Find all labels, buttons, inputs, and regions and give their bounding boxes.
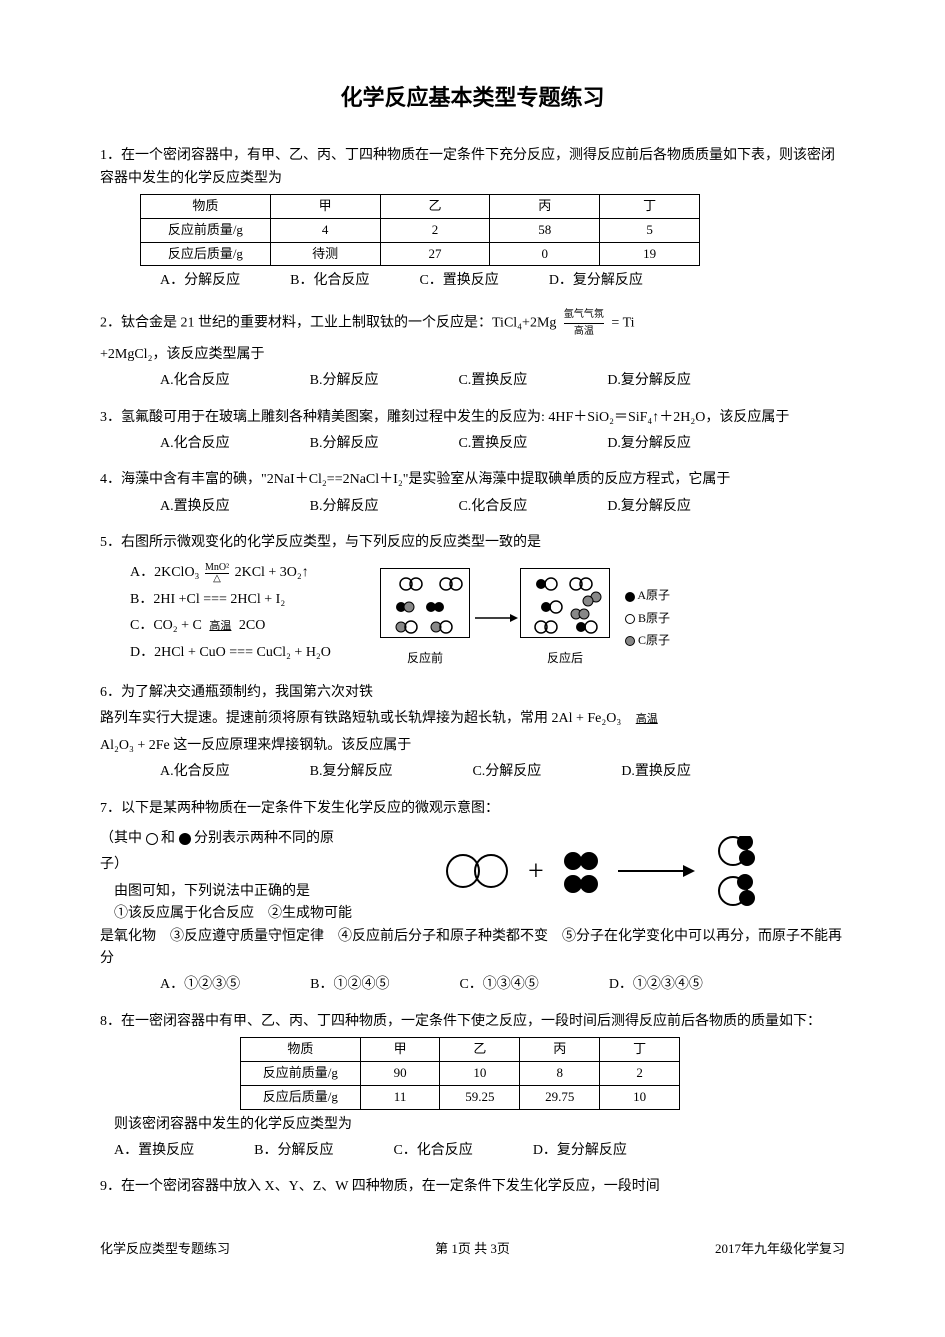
- question-2: 2．钛合金是 21 世纪的重要材料，工业上制取钛的一个反应是：TiCl₄+2Mg…: [100, 307, 845, 393]
- q6-options: A.化合反应B.复分解反应C.分解反应D.置换反应: [160, 761, 845, 783]
- footer-center: 第 1页 共 3页: [435, 1239, 510, 1260]
- q1-options: A．分解反应B．化合反应C．置换反应D．复分解反应: [160, 270, 845, 292]
- page-footer: 化学反应类型专题练习 第 1页 共 3页 2017年九年级化学复习: [100, 1239, 845, 1260]
- q3-options: A.化合反应B.分解反应C.置换反应D.复分解反应: [160, 433, 845, 455]
- q8-table: 物质 甲 乙 丙 丁 反应前质量/g901082 反应后质量/g1159.252…: [240, 1037, 680, 1109]
- question-3: 3．氢氟酸可用于在玻璃上雕刻各种精美图案，雕刻过程中发生的反应为: 4HF＋Si…: [100, 407, 845, 456]
- question-6: 6．为了解决交通瓶颈制约，我国第六次对铁 路列车实行大提速。提速前须将原有铁路短…: [100, 682, 845, 784]
- q4-text: 4．海藻中含有丰富的碘，"2NaI＋Cl₂==2NaCl＋I₂"是实验室从海藻中…: [100, 469, 845, 491]
- question-7: 7．以下是某两种物质在一定条件下发生化学反应的微观示意图： （其中 和 分别表示…: [100, 798, 845, 997]
- question-8: 8．在一密闭容器中有甲、乙、丙、丁四种物质，一定条件下使之反应，一段时间后测得反…: [100, 1011, 845, 1163]
- q5-options: A．2KClO₃ MnO²△ 2KCl + 3O₂↑ B．2HI +Cl ===…: [100, 558, 380, 668]
- page-title: 化学反应基本类型专题练习: [100, 80, 845, 115]
- q2-text: 2．钛合金是 21 世纪的重要材料，工业上制取钛的一个反应是：TiCl₄+2Mg…: [100, 307, 845, 340]
- q5-diagram: 反应前 反应后 A原子: [380, 558, 845, 668]
- question-5: 5．右图所示微观变化的化学反应类型，与下列反应的反应类型一致的是 A．2KClO…: [100, 532, 845, 668]
- footer-right: 2017年九年级化学复习: [715, 1239, 845, 1260]
- q3-text: 3．氢氟酸可用于在玻璃上雕刻各种精美图案，雕刻过程中发生的反应为: 4HF＋Si…: [100, 407, 845, 429]
- question-9: 9．在一个密闭容器中放入 X、Y、Z、W 四种物质，在一定条件下发生化学反应，一…: [100, 1176, 845, 1198]
- svg-text:+: +: [528, 856, 544, 887]
- q1-text: 1．在一个密闭容器中，有甲、乙、丙、丁四种物质在一定条件下充分反应，测得反应前后…: [100, 145, 845, 190]
- q7-diagram: +: [380, 836, 845, 914]
- q4-options: A.置换反应B.分解反应C.化合反应D.复分解反应: [160, 496, 845, 518]
- footer-left: 化学反应类型专题练习: [100, 1239, 230, 1260]
- q5-text: 5．右图所示微观变化的化学反应类型，与下列反应的反应类型一致的是: [100, 532, 845, 554]
- question-4: 4．海藻中含有丰富的碘，"2NaI＋Cl₂==2NaCl＋I₂"是实验室从海藻中…: [100, 469, 845, 518]
- q7-options: A．①②③⑤B．①②④⑤C．①③④⑤D．①②③④⑤: [160, 974, 845, 996]
- q1-table: 物质 甲 乙 丙 丁 反应前质量/g42585 反应后质量/g待测27019: [140, 194, 700, 266]
- q2-options: A.化合反应B.分解反应C.置换反应D.复分解反应: [160, 370, 845, 392]
- q8-options: A．置换反应B．分解反应C．化合反应D．复分解反应: [114, 1140, 845, 1162]
- question-1: 1．在一个密闭容器中，有甲、乙、丙、丁四种物质在一定条件下充分反应，测得反应前后…: [100, 145, 845, 293]
